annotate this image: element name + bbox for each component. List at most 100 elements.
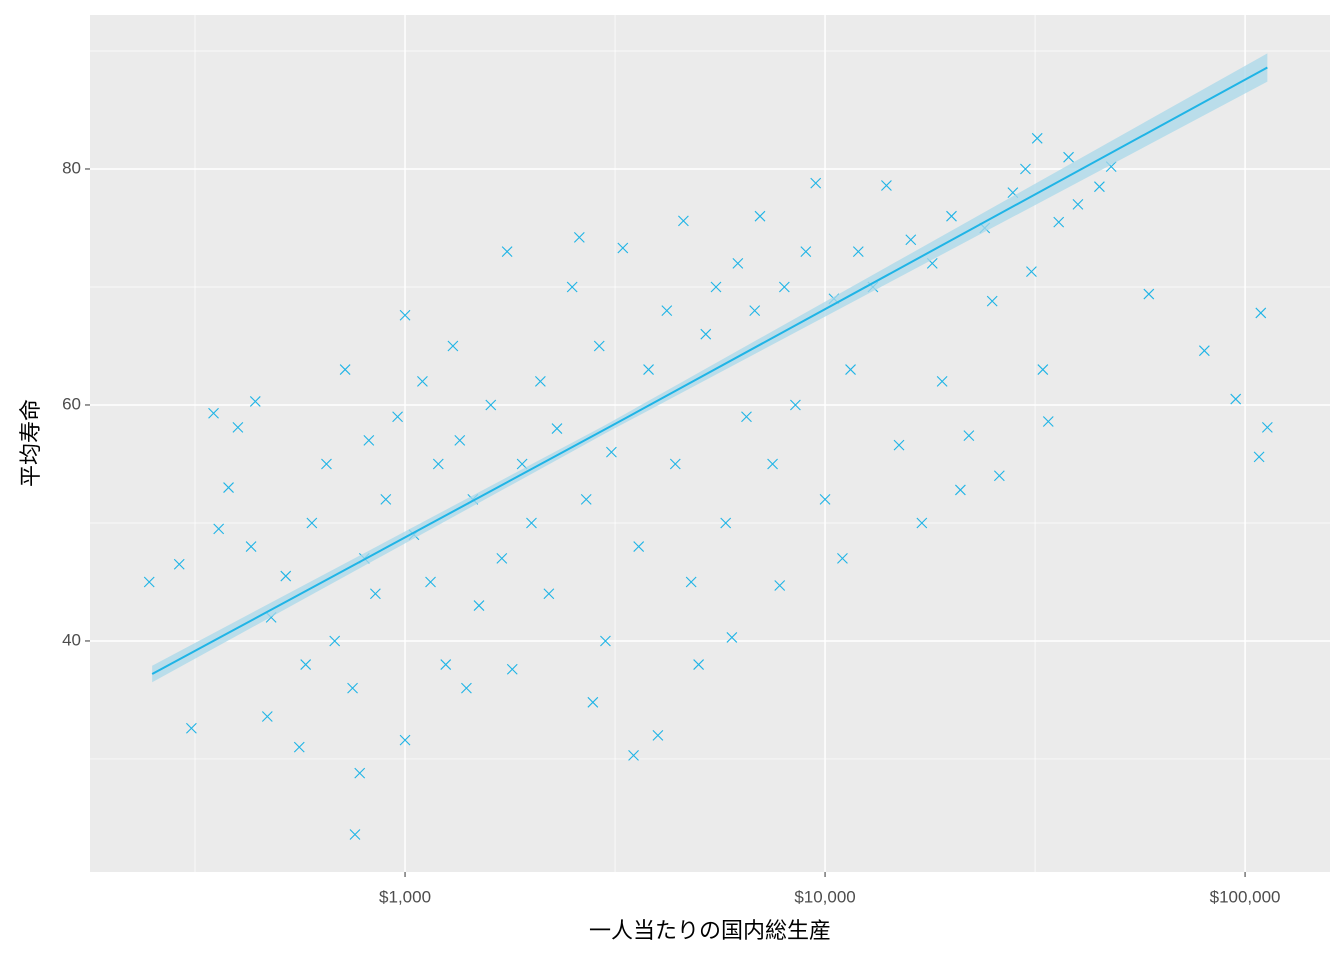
point — [173, 558, 185, 570]
point — [955, 484, 966, 496]
fit-line — [151, 66, 1268, 675]
y-axis-title: 平均寿命 — [18, 399, 43, 487]
point — [232, 422, 244, 433]
point — [800, 246, 812, 257]
point — [566, 281, 578, 293]
point — [1198, 345, 1210, 357]
point — [339, 364, 351, 375]
point — [347, 682, 358, 694]
point — [881, 180, 892, 191]
x-tick-label: $10,000 — [794, 887, 855, 906]
point — [306, 517, 318, 529]
point — [432, 458, 444, 470]
point — [905, 234, 917, 246]
point — [526, 517, 537, 529]
point — [440, 659, 452, 670]
point — [1042, 416, 1054, 427]
point — [1143, 288, 1155, 300]
point — [606, 446, 617, 458]
y-tick-label: 80 — [62, 158, 81, 177]
point — [1037, 364, 1049, 375]
point — [501, 246, 513, 257]
point — [1230, 393, 1242, 405]
point — [652, 729, 664, 741]
point — [700, 328, 712, 340]
point — [461, 682, 472, 694]
point — [754, 210, 766, 222]
point — [249, 396, 261, 407]
point — [245, 541, 257, 552]
point — [399, 734, 411, 746]
point — [425, 576, 436, 588]
point — [916, 517, 928, 529]
point — [223, 482, 234, 493]
point — [741, 411, 752, 423]
point — [473, 600, 485, 611]
point — [496, 552, 508, 564]
point — [354, 767, 366, 779]
x-tick-label: $100,000 — [1210, 887, 1281, 906]
point — [845, 364, 856, 375]
point — [1255, 307, 1267, 319]
point — [573, 232, 585, 243]
point — [593, 340, 605, 352]
point — [819, 493, 831, 505]
point — [767, 458, 778, 470]
point — [643, 364, 654, 375]
point — [726, 632, 738, 643]
point — [790, 399, 801, 411]
point — [1261, 422, 1273, 433]
point — [349, 829, 361, 840]
point — [1020, 163, 1031, 175]
x-axis-title: 一人当たりの国内総生産 — [589, 918, 831, 943]
point — [1031, 132, 1043, 144]
point — [617, 242, 629, 254]
point — [485, 399, 497, 411]
point — [417, 375, 428, 387]
point — [300, 659, 312, 670]
point — [1053, 216, 1065, 228]
point — [329, 635, 341, 647]
point — [720, 517, 732, 529]
point — [261, 711, 273, 722]
point — [454, 434, 466, 446]
point — [587, 696, 599, 708]
confidence-band — [152, 53, 1268, 683]
point — [749, 305, 761, 316]
point — [1063, 151, 1074, 163]
point — [208, 407, 219, 419]
point — [678, 215, 689, 227]
point — [380, 493, 392, 505]
point — [580, 493, 592, 505]
point — [837, 552, 848, 564]
point — [1026, 266, 1037, 278]
point — [946, 210, 957, 222]
point — [693, 659, 705, 670]
point — [710, 281, 722, 293]
point — [1253, 451, 1265, 463]
point — [447, 340, 459, 352]
point — [321, 458, 332, 470]
point — [143, 576, 155, 588]
point — [370, 588, 381, 600]
point — [600, 635, 611, 647]
point — [810, 177, 822, 189]
point — [633, 541, 645, 552]
point — [534, 375, 546, 387]
point — [993, 470, 1005, 482]
point — [280, 570, 292, 582]
point — [778, 281, 790, 293]
x-tick-label: $1,000 — [379, 887, 431, 906]
point — [936, 375, 948, 387]
point — [516, 458, 528, 470]
point — [628, 750, 639, 761]
grid — [90, 15, 1330, 872]
point — [363, 434, 375, 446]
point — [774, 580, 786, 591]
point — [392, 411, 403, 423]
point — [986, 295, 998, 307]
point — [293, 741, 305, 753]
marks — [143, 53, 1273, 840]
point — [399, 309, 411, 321]
